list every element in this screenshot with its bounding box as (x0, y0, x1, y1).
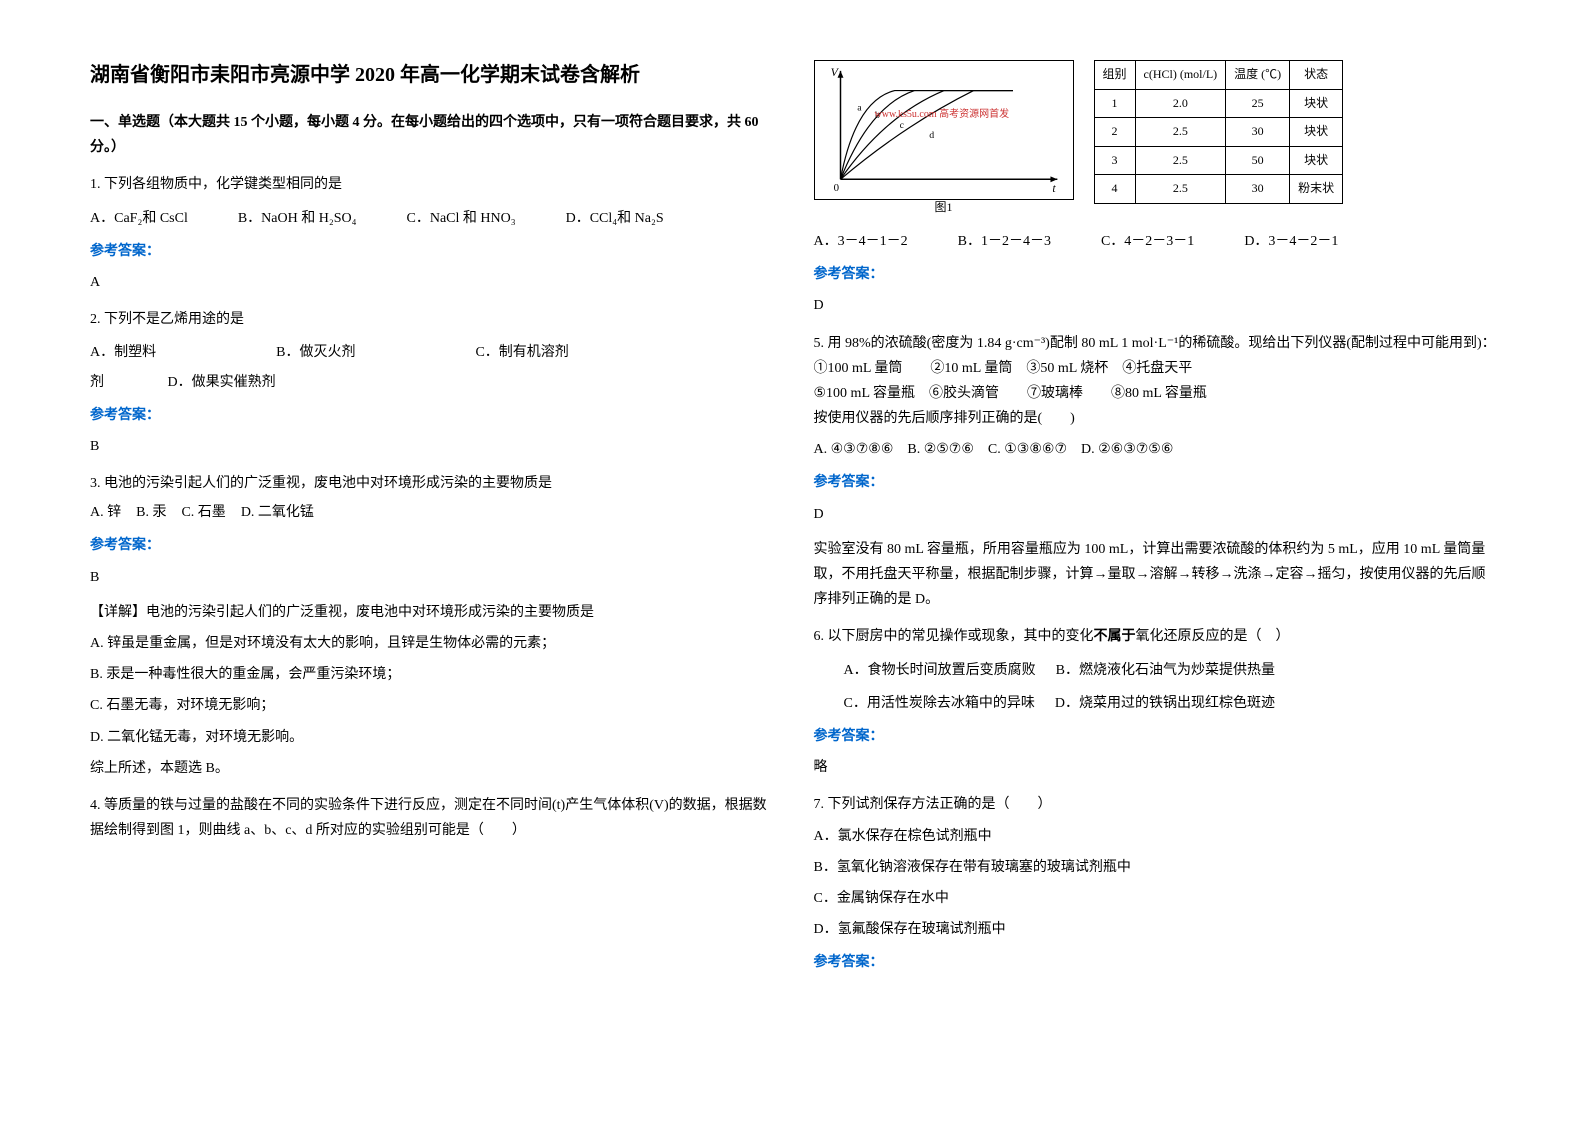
table-row: 1 2.0 25 块状 (1094, 89, 1343, 118)
q4-data-table: 组别 c(HCl) (mol/L) 温度 (℃) 状态 1 2.0 25 块状 … (1094, 60, 1344, 204)
left-column: 湖南省衡阳市耒阳市亮源中学 2020 年高一化学期末试卷含解析 一、单选题（本大… (90, 60, 774, 983)
q5-stem2: ⑤100 mL 容量瓶 ⑥胶头滴管 ⑦玻璃棒 ⑧80 mL 容量瓶 (814, 381, 1498, 406)
q1-opt-d: D．CCl₄和 Na₂S (566, 206, 664, 231)
q4-answer: D (814, 293, 1498, 318)
svg-text:0: 0 (833, 182, 838, 194)
q1-opt-a: A．CaF₂和 CsCl (90, 206, 188, 231)
q3-opt-b: B. 汞 (136, 500, 166, 525)
right-column: www.ks5u.com 高考资源网首发 V t 0 a b c d 图1 (814, 60, 1498, 983)
table-row: 4 2.5 30 粉末状 (1094, 175, 1343, 204)
svg-text:a: a (857, 102, 862, 113)
q7-answer-label: 参考答案： (814, 950, 1498, 975)
table-row: 3 2.5 50 块状 (1094, 146, 1343, 175)
q4-opt-d: D．3－4－2－1 (1244, 229, 1338, 254)
q7-opt-b: B．氢氧化钠溶液保存在带有玻璃塞的玻璃试剂瓶中 (814, 855, 1498, 880)
q2-stem: 2. 下列不是乙烯用途的是 (90, 307, 774, 332)
q4-opt-c: C．4－2－3－1 (1101, 229, 1194, 254)
q6-opt-b: B．燃烧液化石油气为炒菜提供热量 (1056, 658, 1275, 683)
question-3: 3. 电池的污染引起人们的广泛重视，废电池中对环境形成污染的主要物质是 A. 锌… (90, 471, 774, 781)
q7-opt-a: A．氯水保存在棕色试剂瓶中 (814, 824, 1498, 849)
q2-opt-d: D．做果实催熟剂 (168, 375, 276, 390)
svg-text:t: t (1052, 181, 1056, 195)
q3-opt-c: C. 石墨 (181, 500, 225, 525)
q4-opt-b: B．1－2－4－3 (958, 229, 1051, 254)
q3-detail-label: 【详解】电池的污染引起人们的广泛重视，废电池中对环境形成污染的主要物质是 (90, 600, 774, 625)
q3-options: A. 锌 B. 汞 C. 石墨 D. 二氧化锰 (90, 500, 774, 525)
q2-opt-c: C．制有机溶剂 (475, 340, 568, 365)
q6-answer: 略 (814, 755, 1498, 780)
exam-title: 湖南省衡阳市耒阳市亮源中学 2020 年高一化学期末试卷含解析 (90, 60, 774, 90)
question-2: 2. 下列不是乙烯用途的是 A．制塑料 B．做灭火剂 C．制有机溶剂 剂 D．做… (90, 307, 774, 459)
q4-stem: 4. 等质量的铁与过量的盐酸在不同的实验条件下进行反应，测定在不同时间(t)产生… (90, 793, 774, 843)
question-4: 4. 等质量的铁与过量的盐酸在不同的实验条件下进行反应，测定在不同时间(t)产生… (90, 793, 774, 843)
th-temp: 温度 (℃) (1226, 61, 1290, 90)
q4-graph: www.ks5u.com 高考资源网首发 V t 0 a b c d 图1 (814, 60, 1074, 200)
q2-opt-a: A．制塑料 (90, 340, 156, 365)
q3-opt-a: A. 锌 (90, 500, 121, 525)
q3-detail-c: C. 石墨无毒，对环境无影响； (90, 693, 774, 718)
question-7: 7. 下列试剂保存方法正确的是（ ） A．氯水保存在棕色试剂瓶中 B．氢氧化钠溶… (814, 792, 1498, 975)
section-heading: 一、单选题（本大题共 15 个小题，每小题 4 分。在每小题给出的四个选项中，只… (90, 110, 774, 160)
q1-stem: 1. 下列各组物质中，化学键类型相同的是 (90, 172, 774, 197)
graph-svg: V t 0 a b c d (815, 61, 1073, 199)
q4-figure-block: www.ks5u.com 高考资源网首发 V t 0 a b c d 图1 (814, 60, 1498, 204)
q5-stem1: 5. 用 98%的浓硫酸(密度为 1.84 g·cm⁻³)配制 80 mL 1 … (814, 331, 1498, 381)
th-conc: c(HCl) (mol/L) (1135, 61, 1226, 90)
question-5: 5. 用 98%的浓硫酸(密度为 1.84 g·cm⁻³)配制 80 mL 1 … (814, 331, 1498, 613)
q2-opt-b: B．做灭火剂 (276, 340, 355, 365)
table-header-row: 组别 c(HCl) (mol/L) 温度 (℃) 状态 (1094, 61, 1343, 90)
q6-options-row1: A．食物长时间放置后变质腐败 B．燃烧液化石油气为炒菜提供热量 (844, 658, 1498, 683)
q2-options-line1: A．制塑料 B．做灭火剂 C．制有机溶剂 (90, 340, 774, 365)
q5-explain: 实验室没有 80 mL 容量瓶，所用容量瓶应为 100 mL，计算出需要浓硫酸的… (814, 537, 1498, 613)
q4-options: A．3－4－1－2 B．1－2－4－3 C．4－2－3－1 D．3－4－2－1 (814, 229, 1498, 254)
q3-answer: B (90, 565, 774, 590)
q3-opt-d: D. 二氧化锰 (241, 500, 314, 525)
q3-stem: 3. 电池的污染引起人们的广泛重视，废电池中对环境形成污染的主要物质是 (90, 471, 774, 496)
table-row: 2 2.5 30 块状 (1094, 118, 1343, 147)
q3-conclusion: 综上所述，本题选 B。 (90, 756, 774, 781)
q6-opt-c: C．用活性炭除去冰箱中的异味 (844, 691, 1035, 716)
q1-options: A．CaF₂和 CsCl B．NaOH 和 H₂SO₄ C．NaCl 和 HNO… (90, 206, 774, 231)
q1-answer-label: 参考答案： (90, 239, 774, 264)
q6-answer-label: 参考答案： (814, 724, 1498, 749)
q6-opt-a: A．食物长时间放置后变质腐败 (844, 658, 1036, 683)
q7-opt-d: D．氢氟酸保存在玻璃试剂瓶中 (814, 917, 1498, 942)
q1-opt-c: C．NaCl 和 HNO₃ (407, 206, 516, 231)
q5-answer: D (814, 502, 1498, 527)
q6-opt-d: D．烧菜用过的铁锅出现红棕色斑迹 (1055, 691, 1275, 716)
q5-answer-label: 参考答案： (814, 470, 1498, 495)
q7-opt-c: C．金属钠保存在水中 (814, 886, 1498, 911)
th-state: 状态 (1290, 61, 1343, 90)
q3-answer-label: 参考答案： (90, 533, 774, 558)
q4-answer-label: 参考答案： (814, 262, 1498, 287)
q3-detail-a: A. 锌虽是重金属，但是对环境没有太大的影响，且锌是生物体必需的元素； (90, 631, 774, 656)
q1-opt-b: B．NaOH 和 H₂SO₄ (238, 206, 357, 231)
q2-options-line2: 剂 D．做果实催熟剂 (90, 370, 774, 395)
question-1: 1. 下列各组物质中，化学键类型相同的是 A．CaF₂和 CsCl B．NaOH… (90, 172, 774, 295)
q2-answer: B (90, 434, 774, 459)
svg-text:d: d (929, 130, 934, 141)
q5-options: A. ④③⑦⑧⑥ B. ②⑤⑦⑥ C. ①③⑧⑥⑦ D. ②⑥③⑦⑤⑥ (814, 437, 1498, 462)
question-6: 6. 以下厨房中的常见操作或现象，其中的变化不属于氧化还原反应的是（ ） A．食… (814, 624, 1498, 780)
th-group: 组别 (1094, 61, 1135, 90)
q1-answer: A (90, 270, 774, 295)
q6-stem: 6. 以下厨房中的常见操作或现象，其中的变化不属于氧化还原反应的是（ ） (814, 624, 1498, 649)
watermark-text: www.ks5u.com 高考资源网首发 (875, 106, 1010, 124)
q5-stem3: 按使用仪器的先后顺序排列正确的是( ) (814, 406, 1498, 431)
q4-opt-a: A．3－4－1－2 (814, 229, 908, 254)
q6-options-row2: C．用活性炭除去冰箱中的异味 D．烧菜用过的铁锅出现红棕色斑迹 (844, 691, 1498, 716)
q7-stem: 7. 下列试剂保存方法正确的是（ ） (814, 792, 1498, 817)
q3-detail-b: B. 汞是一种毒性很大的重金属，会严重污染环境； (90, 662, 774, 687)
q2-answer-label: 参考答案： (90, 403, 774, 428)
q3-detail-d: D. 二氧化锰无毒，对环境无影响。 (90, 725, 774, 750)
graph-caption: 图1 (934, 197, 952, 219)
